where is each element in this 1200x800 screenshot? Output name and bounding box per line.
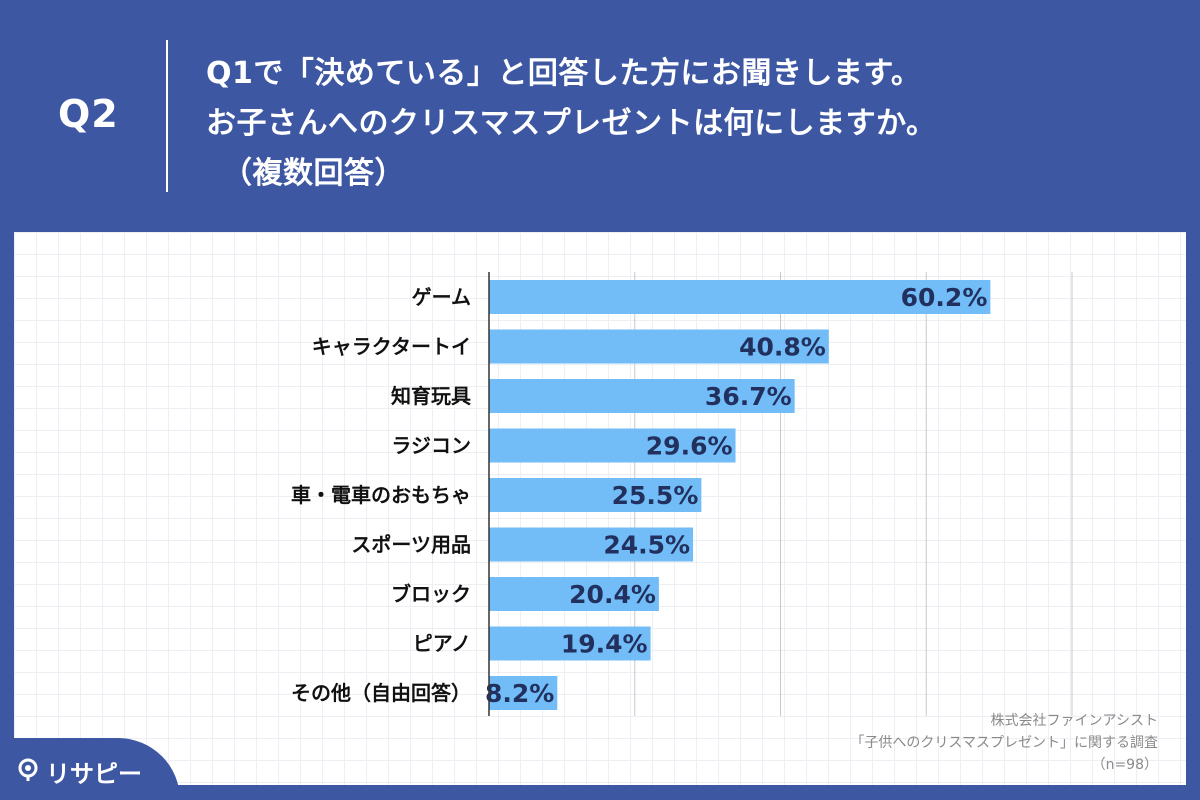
bar-4 [489,478,702,512]
source-survey: 「子供へのクリスマスプレゼント」に関する調査 [850,735,1158,751]
value-label-3: 29.6% [646,432,733,461]
source-company: 株式会社ファインアシスト [990,713,1158,729]
pin-icon [18,758,38,781]
value-label-5: 24.5% [603,531,690,560]
category-label-0: ゲーム [412,285,471,309]
value-label-4: 25.5% [612,481,699,510]
bar-chart: 60.2% ゲーム 40.8% キャラクタートイ 36.7% 知育玩具 29.6% ラジコン 2… [291,272,1073,716]
source-sample-size: （n=98） [1091,757,1158,773]
question-line-2: お子さんへのクリスマスプレゼントは何にしますか。 [206,106,937,141]
bar-3 [489,428,736,463]
category-label-3: ラジコン [391,434,471,458]
bar-8 [489,676,558,710]
chart-panel: 60.2% ゲーム 40.8% キャラクタートイ 36.7% 知育玩具 29.6% ラジコン 2… [14,232,1186,785]
bar-0 [489,280,991,314]
source-note: 株式会社ファインアシスト 「子供へのクリスマスプレゼント」に関する調査 （n=9… [850,710,1158,776]
value-label-0: 60.2% [901,283,988,312]
category-label-6: ブロック [391,582,471,606]
bar-2 [489,379,795,413]
category-label-7: ピアノ [413,632,471,656]
category-label-8: その他（自由回答） [291,681,471,705]
value-label-6: 20.4% [569,580,656,609]
bar-5 [489,527,694,562]
category-label-5: スポーツ用品 [351,533,471,557]
category-label-4: 車・電車のおもちゃ [291,483,471,507]
logo: リサピー [0,738,180,800]
question-line-3: （複数回答） [222,156,405,191]
category-label-2: 知育玩具 [391,384,471,408]
value-label-7: 19.4% [561,630,648,659]
category-label-1: キャラクタートイ [312,335,471,359]
logo-text: リサピー [46,760,142,788]
question-number: Q2 [58,92,119,136]
value-label-1: 40.8% [739,333,826,362]
value-label-2: 36.7% [705,382,792,411]
bar-7 [489,626,651,661]
header-divider [166,40,168,192]
bar-6 [489,577,659,611]
bar-1 [489,329,829,364]
value-label-8: 8.2% [485,679,554,708]
question-line-1: Q1で「決めている」と回答した方にお聞きします。 [206,56,922,91]
